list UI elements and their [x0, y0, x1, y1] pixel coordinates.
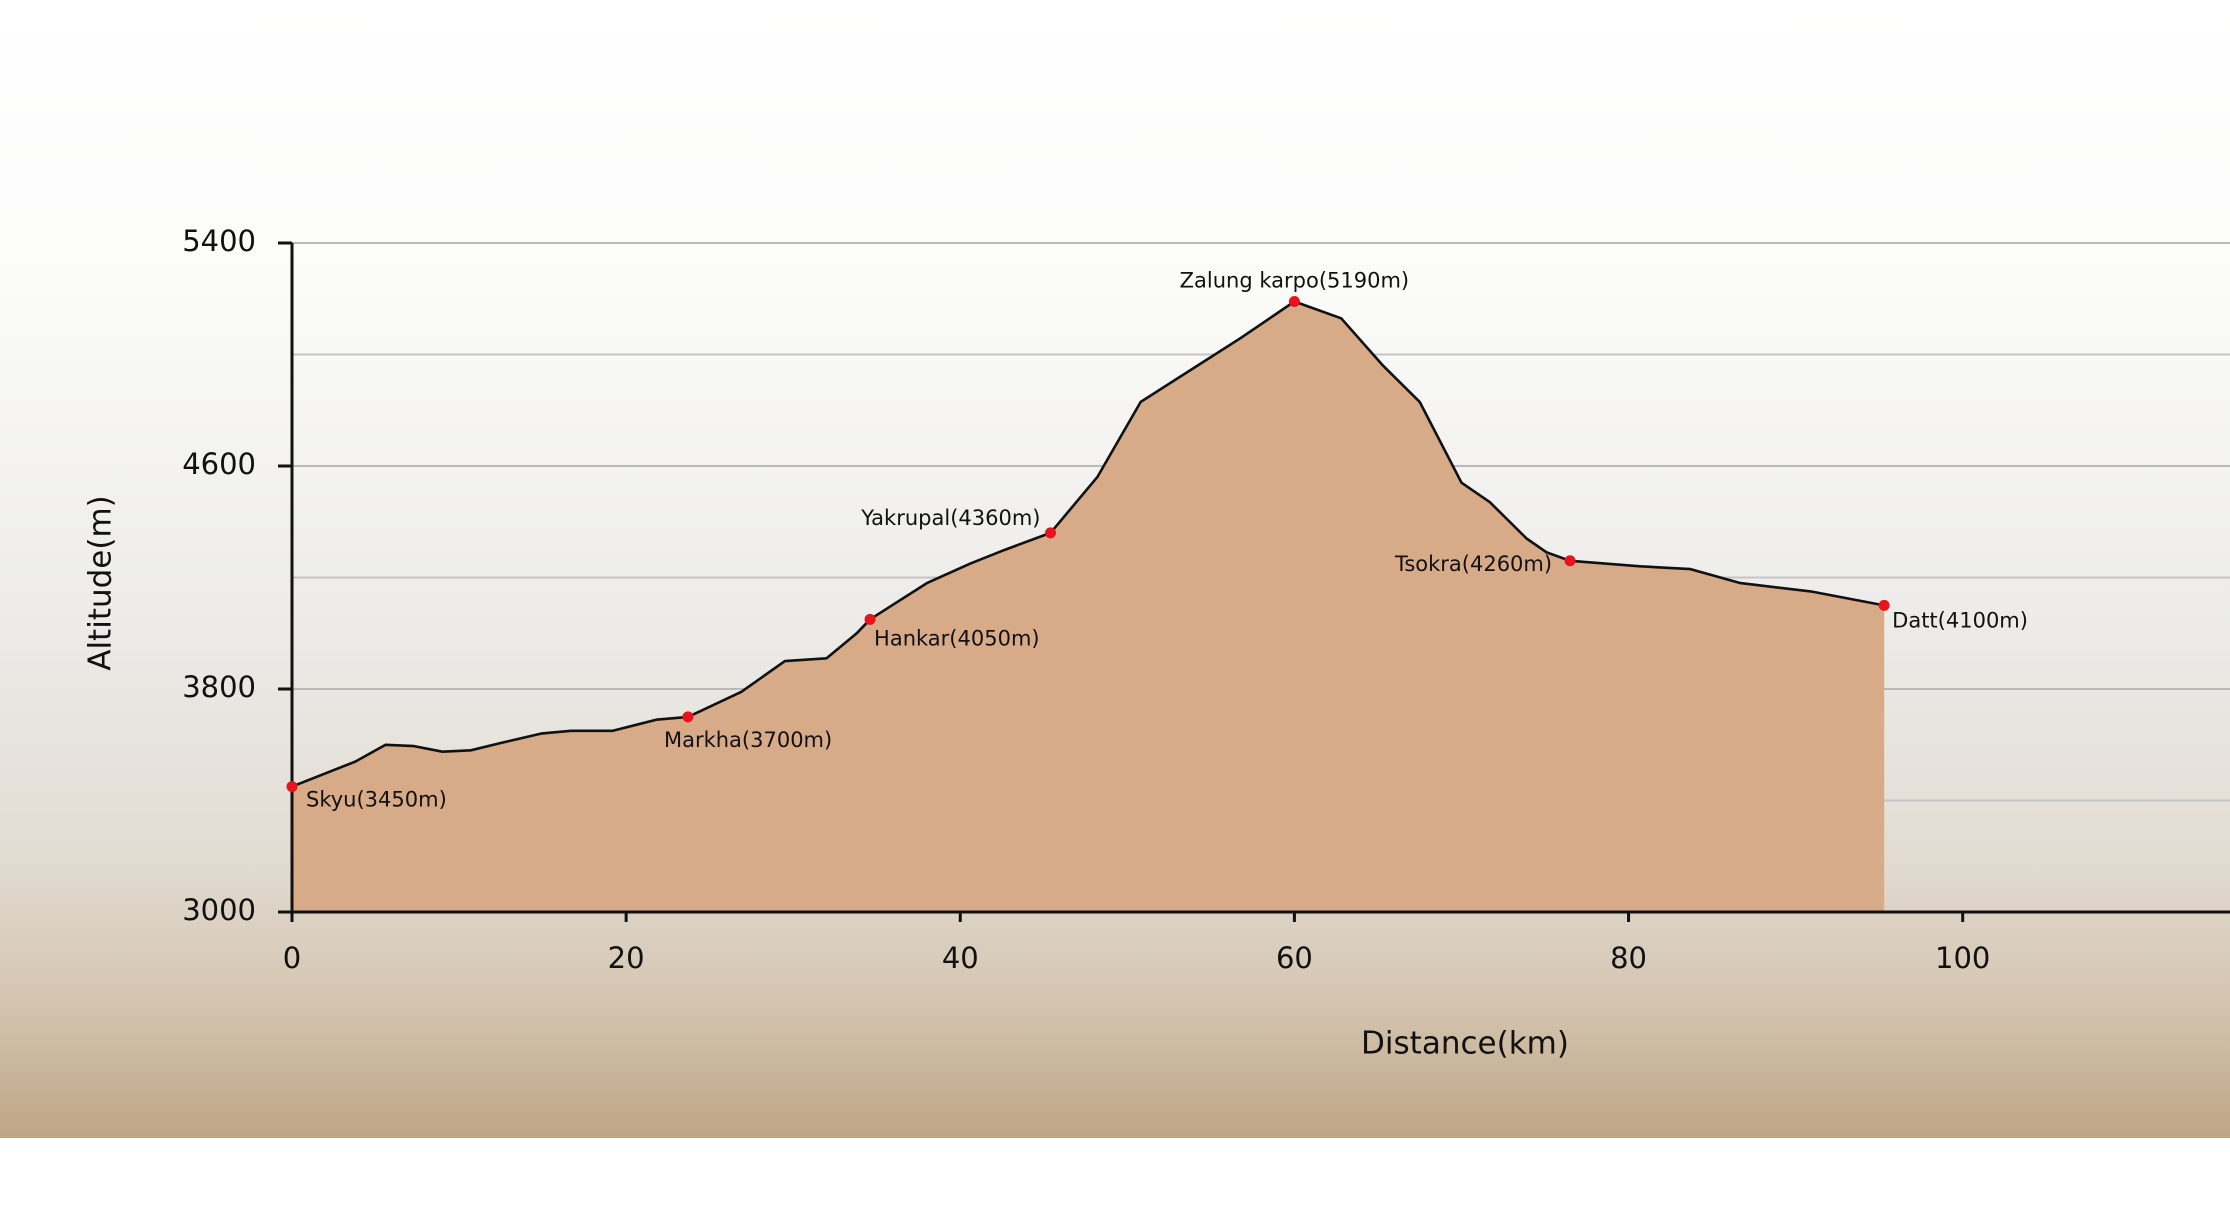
- x-tick-label: 60: [1276, 941, 1313, 975]
- waypoint: [1044, 527, 1056, 539]
- x-tick-label: 100: [1935, 941, 1990, 975]
- waypoint-label: Zalung karpo(5190m): [1180, 269, 1409, 293]
- waypoint: [864, 613, 876, 625]
- waypoint: [1878, 599, 1890, 611]
- y-tick-label: 5400: [182, 224, 256, 258]
- waypoint-label: Markha(3700m): [664, 728, 832, 752]
- waypoint: [1564, 555, 1576, 567]
- waypoint-label: Hankar(4050m): [874, 626, 1040, 650]
- y-tick-label: 3800: [182, 670, 256, 704]
- waypoint-label: Yakrupal(4360m): [860, 506, 1040, 530]
- profile-line: [291, 300, 1885, 788]
- x-tick-label: 80: [1610, 941, 1647, 975]
- waypoint: [682, 711, 694, 723]
- x-axis-label: Distance(km): [1361, 1026, 1569, 1062]
- x-tick-label: 40: [942, 941, 979, 975]
- waypoint-label: Skyu(3450m): [306, 788, 447, 812]
- waypoint: [1288, 296, 1300, 308]
- y-tick-label: 3000: [182, 893, 256, 927]
- y-tick-label: 4600: [182, 447, 256, 481]
- waypoint: [286, 781, 298, 793]
- x-tick-label: 20: [608, 941, 645, 975]
- y-axis-label: Altitude(m): [83, 495, 119, 671]
- area-fill: [292, 301, 1885, 912]
- waypoint-label: Tsokra(4260m): [1394, 552, 1552, 576]
- x-tick-label: 0: [283, 941, 301, 975]
- waypoint-label: Datt(4100m): [1892, 608, 2028, 632]
